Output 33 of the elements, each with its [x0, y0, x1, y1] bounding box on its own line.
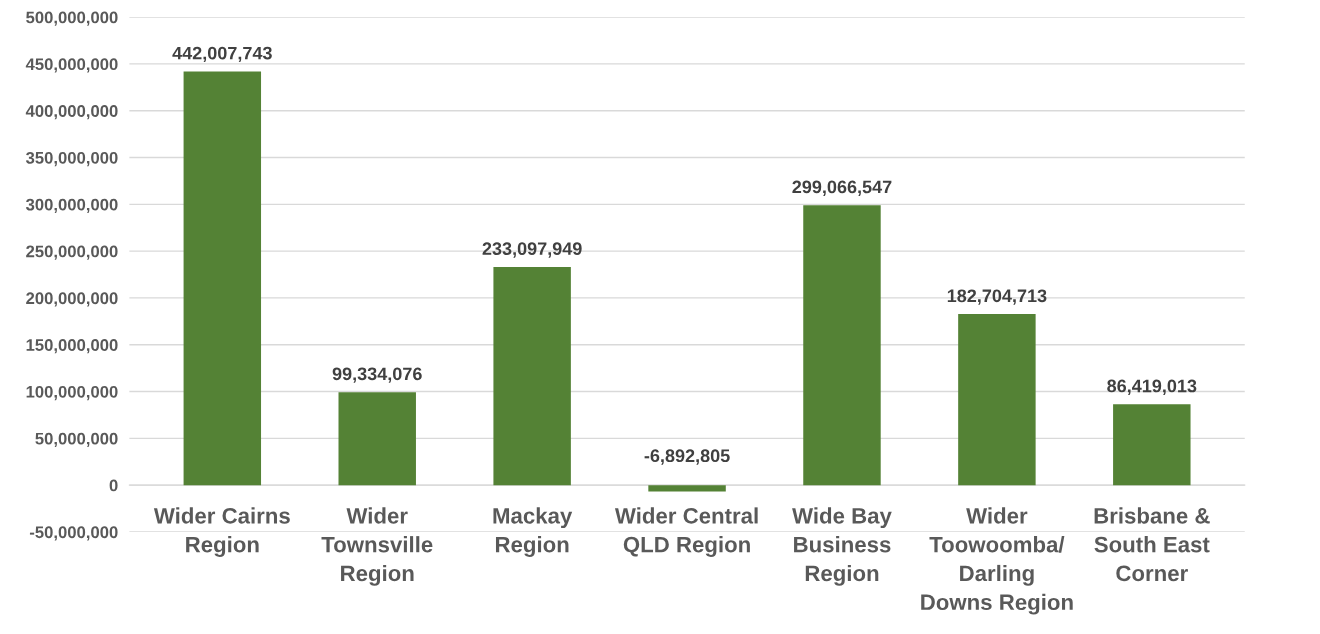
data-label: 99,334,076 — [332, 367, 422, 383]
data-label: -6,892,805 — [644, 449, 730, 465]
x-tick-label: Brisbane & South East Corner — [1094, 507, 1210, 582]
bar — [493, 266, 571, 486]
y-tick-label: 350,000,000 — [25, 151, 118, 167]
x-tick-label: Mackay Region — [493, 507, 573, 557]
y-tick-label: 250,000,000 — [26, 245, 118, 260]
x-tick-label: Wider Central QLD Region — [614, 507, 758, 557]
data-label: 299,066,547 — [792, 180, 892, 196]
y-tick-label: 50,000,000 — [35, 432, 118, 447]
y-tick-label: 500,000,000 — [26, 11, 118, 26]
y-tick-label: 200,000,000 — [26, 292, 118, 307]
data-label: 182,704,713 — [947, 289, 1047, 305]
bar — [183, 71, 262, 486]
data-label: 233,097,949 — [482, 242, 582, 258]
x-tick-label: Wide Bay Business Region — [792, 507, 892, 586]
y-tick-label: 150,000,000 — [26, 339, 118, 354]
bar — [1113, 404, 1191, 486]
y-tick-label: 100,000,000 — [26, 385, 118, 401]
y-tick-label: 300,000,000 — [25, 198, 118, 213]
bar — [338, 392, 416, 486]
data-label: 86,419,013 — [1107, 379, 1197, 395]
x-tick-label: Wider Cairns Region — [153, 507, 290, 557]
data-label: 442,007,743 — [172, 46, 272, 63]
y-tick-label: 0 — [109, 479, 118, 492]
bar — [958, 314, 1036, 486]
bar — [648, 485, 726, 492]
x-tick-label: Wider Toowoomba/ Darling Downs Region — [921, 507, 1073, 615]
x-tick-label: Wider Townsville Region — [321, 507, 433, 586]
y-tick-label: -50,000,000 — [29, 526, 118, 541]
y-tick-label: 400,000,000 — [25, 105, 118, 120]
bar — [803, 205, 881, 486]
y-tick-label: 450,000,000 — [25, 58, 118, 73]
